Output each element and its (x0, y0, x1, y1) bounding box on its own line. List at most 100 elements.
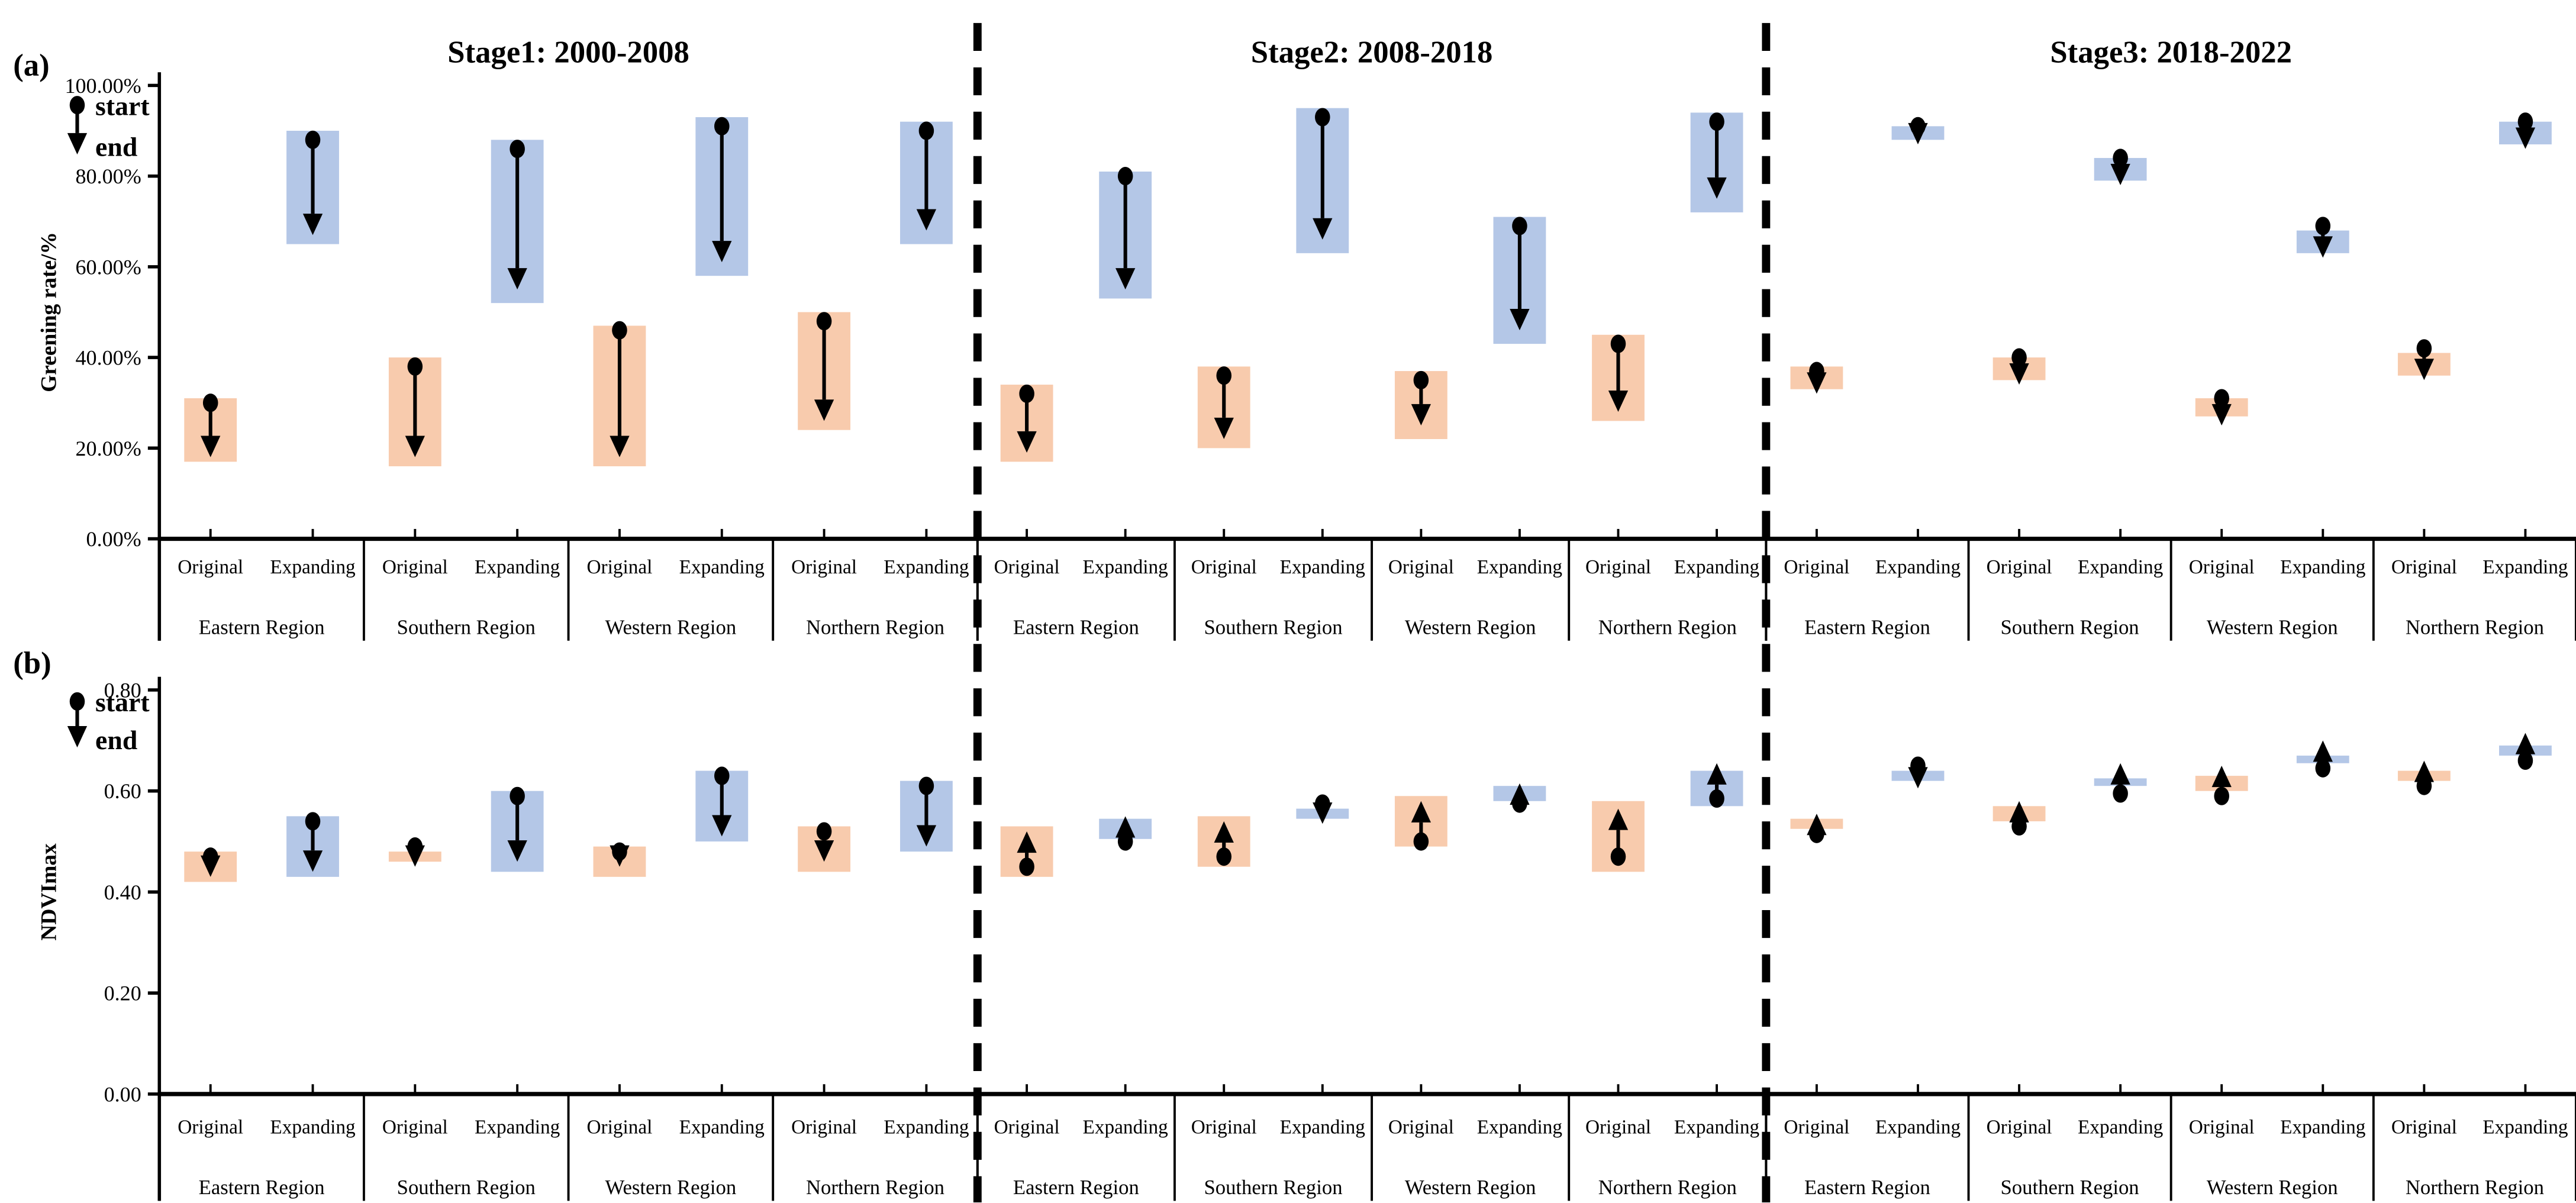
start-dot (816, 312, 832, 331)
legend-start-dot (69, 692, 85, 711)
end-arrowhead (2414, 359, 2435, 380)
start-dot (1019, 384, 1034, 403)
end-arrowhead (1411, 404, 1432, 426)
series-type-label: Expanding (2280, 556, 2366, 578)
start-dot (2517, 112, 2533, 131)
end-arrowhead (610, 436, 630, 457)
panel-marker: (b) (13, 646, 51, 680)
region-label: Northern Region (2406, 1176, 2544, 1199)
start-dot (1117, 167, 1133, 186)
end-arrowhead (201, 436, 221, 457)
start-dot (510, 140, 525, 159)
region-label: Western Region (605, 1176, 737, 1199)
end-arrowhead (2110, 763, 2130, 785)
start-dot (1315, 794, 1330, 813)
start-dot (407, 837, 423, 856)
start-dot (2113, 149, 2128, 167)
end-arrowhead (2313, 740, 2333, 762)
series-type-label: Original (994, 556, 1060, 578)
end-arrowhead (302, 214, 323, 236)
series-type-label: Expanding (2078, 1117, 2164, 1139)
start-dot (2416, 776, 2432, 795)
end-arrowhead (507, 268, 527, 290)
series-type-label: Expanding (475, 1117, 560, 1139)
series-type-label: Expanding (884, 556, 969, 578)
y-axis-title: NDVImax (37, 843, 61, 941)
region-label: Southern Region (2001, 616, 2139, 639)
start-dot (407, 357, 423, 376)
y-axis-title: Greening rate/% (37, 232, 61, 392)
end-arrowhead (916, 825, 937, 847)
legend-start-label: start (95, 91, 150, 121)
end-arrowhead (405, 436, 425, 457)
series-type-label: Original (382, 1117, 448, 1139)
series-type-label: Expanding (1875, 1117, 1961, 1139)
end-arrowhead (1017, 831, 1037, 853)
y-tick-label: 80.00% (76, 165, 141, 188)
y-tick-label: 20.00% (76, 437, 141, 460)
end-arrowhead (1608, 390, 1629, 412)
start-dot (1413, 370, 1429, 389)
start-dot (612, 842, 627, 861)
y-tick-label: 40.00% (76, 346, 141, 370)
series-type-label: Expanding (679, 1117, 765, 1139)
start-dot (2011, 817, 2027, 836)
end-arrowhead (1707, 763, 1727, 785)
start-dot (1610, 334, 1626, 353)
stage-title: Stage1: 2000-2008 (447, 35, 689, 69)
series-type-label: Expanding (1674, 1117, 1760, 1139)
series-type-label: Expanding (1280, 556, 1366, 578)
region-label: Southern Region (397, 616, 536, 639)
series-type-label: Expanding (1280, 1117, 1366, 1139)
start-dot (2011, 348, 2027, 367)
series-type-label: Original (178, 1117, 243, 1139)
start-dot (1610, 847, 1626, 866)
series-type-label: Original (2189, 556, 2255, 578)
series-type-label: Original (1987, 556, 2052, 578)
region-label: Eastern Region (1804, 616, 1930, 639)
series-type-label: Expanding (475, 556, 560, 578)
region-label: Western Region (605, 616, 737, 639)
end-arrowhead (2414, 760, 2435, 782)
end-arrowhead (507, 840, 527, 862)
series-type-label: Original (1784, 1117, 1849, 1139)
start-dot (1910, 117, 1926, 136)
y-tick-label: 0.60 (104, 779, 141, 803)
end-arrowhead (2211, 766, 2232, 788)
start-dot (510, 786, 525, 805)
series-type-label: Original (1191, 556, 1257, 578)
start-dot (1512, 217, 1527, 236)
series-type-label: Original (382, 556, 448, 578)
series-type-label: Expanding (2482, 556, 2568, 578)
series-type-label: Original (1191, 1117, 1257, 1139)
series-type-label: Expanding (1674, 556, 1760, 578)
legend-start-dot (69, 96, 85, 115)
end-arrowhead (712, 815, 732, 837)
y-tick-label: 0.40 (104, 881, 141, 904)
series-type-label: Original (1987, 1117, 2052, 1139)
y-tick-label: 0.20 (104, 982, 141, 1005)
start-dot (714, 117, 730, 136)
end-arrowhead (2211, 404, 2232, 426)
end-arrowhead (302, 850, 323, 872)
end-arrowhead (814, 840, 834, 862)
end-arrowhead (1017, 431, 1037, 453)
y-tick-label: 100.00% (65, 74, 141, 98)
start-dot (1216, 847, 1232, 866)
series-type-label: Original (1388, 556, 1454, 578)
end-arrowhead (2009, 801, 2029, 823)
end-arrowhead (1510, 309, 1530, 331)
start-dot (1709, 789, 1724, 808)
region-label: Southern Region (397, 1176, 536, 1199)
region-label: Western Region (1405, 1176, 1536, 1199)
region-label: Northern Region (1598, 1176, 1737, 1199)
end-arrowhead (1115, 268, 1136, 290)
start-dot (202, 394, 218, 412)
stage-title: Stage2: 2008-2018 (1251, 35, 1493, 69)
start-dot (1512, 794, 1527, 813)
y-tick-label: 0.00 (104, 1082, 141, 1106)
start-dot (1809, 824, 1824, 843)
series-type-label: Original (2391, 556, 2457, 578)
panel-marker: (a) (13, 49, 50, 83)
